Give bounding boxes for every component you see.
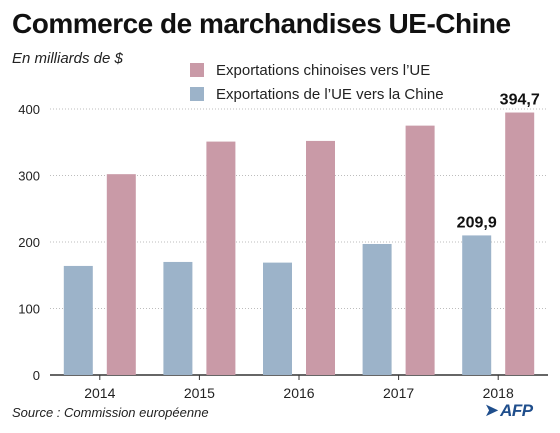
y-tick-label: 400	[18, 102, 40, 117]
bar-eu-exports	[263, 262, 292, 375]
y-tick-label: 200	[18, 235, 40, 250]
bar-eu-exports	[362, 243, 392, 375]
bar-eu-exports	[63, 265, 93, 375]
x-tick-label: 2015	[184, 385, 215, 401]
legend-label-china: Exportations chinoises vers l’UE	[216, 61, 431, 79]
source-note: Source : Commission européenne	[12, 405, 209, 420]
chart-title: Commerce de marchandises UE-Chine	[12, 8, 511, 39]
bar-china-exports	[106, 174, 136, 375]
x-tick-label: 2017	[383, 385, 414, 401]
x-tick-label: 2014	[84, 385, 115, 401]
y-tick-label: 100	[18, 302, 40, 317]
legend-label-eu: Exportations de l’UE vers la Chine	[216, 85, 444, 103]
legend-item-china: Exportations chinoises vers l’UE	[190, 58, 444, 82]
data-label: 394,7	[500, 92, 540, 109]
afp-logo-icon: ➤	[484, 400, 500, 420]
legend: Exportations chinoises vers l’UE Exporta…	[190, 58, 444, 106]
legend-swatch-eu	[190, 87, 204, 101]
bar-china-exports	[206, 141, 236, 375]
legend-item-eu: Exportations de l’UE vers la Chine	[190, 82, 444, 106]
afp-logo: ➤ AFP	[484, 400, 533, 421]
legend-swatch-china	[190, 63, 204, 77]
bar-china-exports	[306, 140, 335, 375]
bar-china-exports	[405, 125, 435, 375]
x-tick-label: 2016	[283, 385, 314, 401]
data-label: 209,9	[457, 214, 497, 231]
chart-subtitle: En milliards de $	[12, 50, 123, 67]
afp-logo-text: AFP	[500, 400, 533, 420]
y-tick-label: 0	[33, 368, 40, 383]
bar-eu-exports	[163, 261, 193, 375]
bar-eu-exports	[462, 235, 492, 375]
y-tick-label: 300	[18, 169, 40, 184]
bar-china-exports	[505, 112, 535, 375]
x-tick-label: 2018	[483, 385, 514, 401]
